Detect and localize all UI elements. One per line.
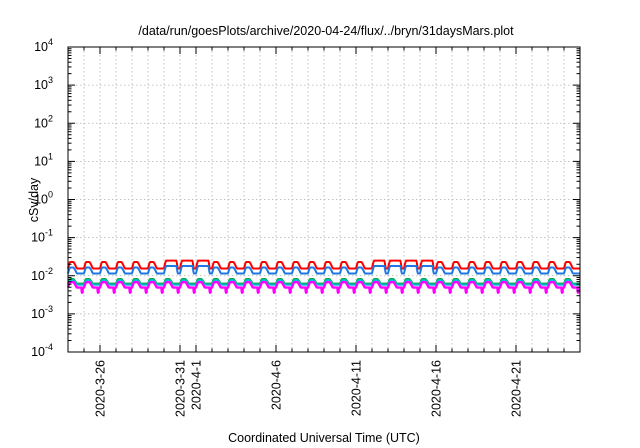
plot-series <box>66 259 581 294</box>
x-tick-label: 2020-4-16 <box>430 360 444 417</box>
series-line-4 <box>66 280 581 294</box>
y-axis: 10-4 10-3 10-2 10-1 100 101 102 103 104 <box>31 37 580 359</box>
series-line-0 <box>67 259 581 270</box>
x-tick-label: 2020-4-1 <box>190 360 204 410</box>
y-tick-label: 101 <box>34 151 53 168</box>
grid <box>68 47 580 352</box>
y-tick-label: 104 <box>34 37 53 54</box>
x-axis: 2020-3-26 2020-3-31 2020-4-1 2020-4-6 2020-4… <box>83 47 565 417</box>
y-tick-label: 103 <box>34 75 53 92</box>
x-axis-label: Coordinated Universal Time (UTC) <box>228 431 420 445</box>
y-tick-label: 10-4 <box>31 342 53 359</box>
y-tick-label: 10-3 <box>31 304 53 321</box>
y-axis-label: cSv/day <box>27 177 41 222</box>
y-tick-label: 10-1 <box>31 228 53 245</box>
x-tick-label: 2020-4-11 <box>350 360 364 416</box>
chart-title: /data/run/goesPlots/archive/2020-04-24/f… <box>138 24 514 38</box>
y-tick-label: 100 <box>34 190 53 207</box>
x-tick-label: 2020-3-31 <box>174 360 188 417</box>
x-tick-label: 2020-3-26 <box>94 360 108 417</box>
x-tick-label: 2020-4-21 <box>510 360 524 417</box>
y-tick-label: 102 <box>34 113 53 130</box>
series-line-1 <box>67 265 581 275</box>
x-tick-label: 2020-4-6 <box>270 360 284 410</box>
y-tick-label: 10-2 <box>31 266 53 283</box>
